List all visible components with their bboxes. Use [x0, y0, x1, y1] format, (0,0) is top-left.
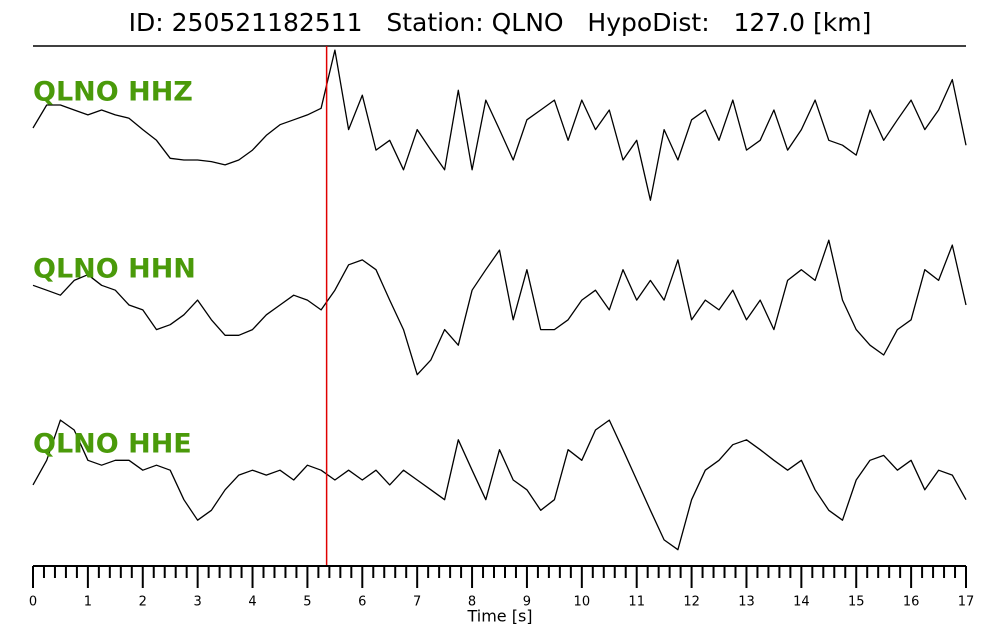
x-axis-label: Time [s] [466, 607, 532, 626]
x-tick-label: 17 [958, 595, 975, 610]
chart-title: ID: 250521182511 Station: QLNO HypoDist:… [129, 8, 872, 37]
x-tick-label: 12 [683, 595, 700, 610]
trace [32, 49, 967, 201]
trace [32, 419, 967, 551]
trace [32, 239, 967, 376]
x-tick-label: 15 [848, 595, 865, 610]
x-tick-label: 7 [413, 595, 421, 610]
x-tick-label: 10 [574, 595, 591, 610]
x-tick-label: 3 [194, 595, 202, 610]
x-tick-label: 8 [468, 595, 476, 610]
x-tick-label: 9 [523, 595, 531, 610]
x-tick-label: 11 [628, 595, 645, 610]
x-tick-label: 1 [84, 595, 92, 610]
trace-label: QLNO HHZ [33, 77, 193, 108]
x-tick-label: 13 [738, 595, 755, 610]
x-tick-label: 2 [139, 595, 147, 610]
x-tick-label: 0 [29, 595, 37, 610]
x-tick-label: 14 [793, 595, 810, 610]
x-tick-label: 5 [303, 595, 311, 610]
trace-label: QLNO HHN [33, 254, 196, 285]
x-tick-label: 6 [358, 595, 366, 610]
x-tick-label: 16 [903, 595, 920, 610]
trace-label: QLNO HHE [33, 429, 192, 460]
x-tick-label: 4 [248, 595, 256, 610]
